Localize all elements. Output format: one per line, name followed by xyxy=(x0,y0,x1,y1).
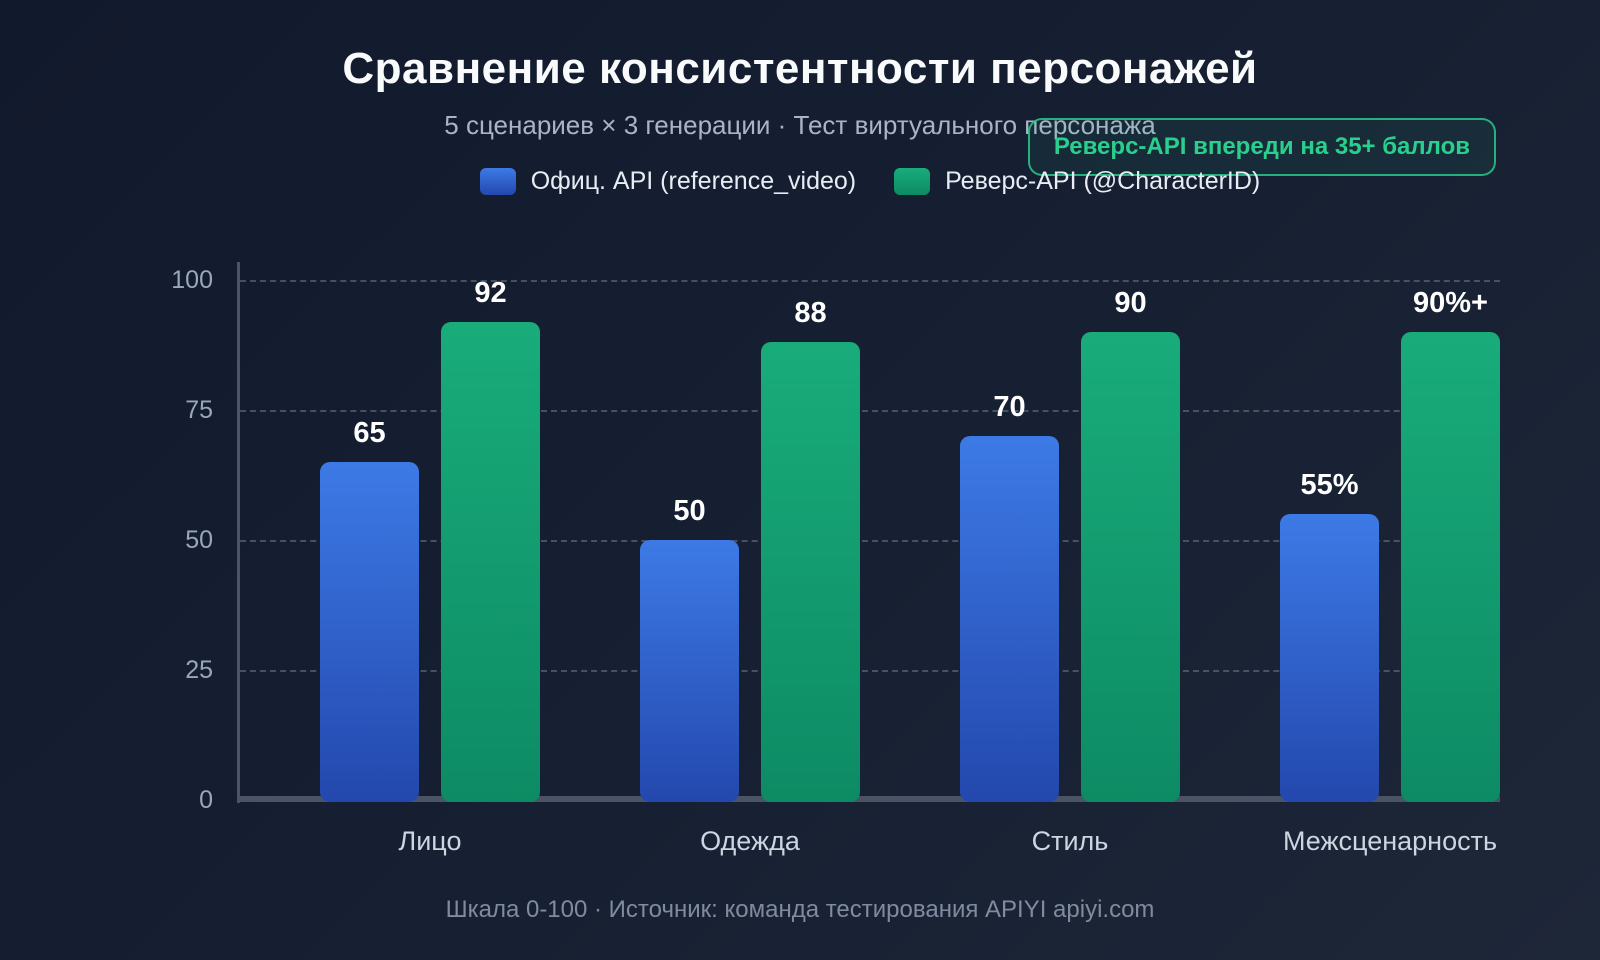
legend: Офиц. API (reference_video) Реверс-API (… xyxy=(70,167,1600,196)
x-category-label-Стиль: Стиль xyxy=(1031,826,1109,856)
bar-series0-Стиль xyxy=(960,436,1059,802)
bar-value-series1-Стиль: 90 xyxy=(1114,287,1147,319)
legend-swatch-official-api xyxy=(479,168,516,195)
y-tick-label-75: 75 xyxy=(185,396,213,424)
y-tick-label-50: 50 xyxy=(185,526,213,554)
chart-title: Сравнение консистентности персонажей xyxy=(342,44,1258,93)
plot-area: 100 75 50 25 0 65 50 70 55% 92 88 90 90%+ Лицо Одежда С… xyxy=(171,262,1500,856)
bar-series1-Стиль xyxy=(1081,332,1180,802)
x-category-label-Лицо: Лицо xyxy=(398,826,462,856)
highlight-badge: Реверс-API впереди на 35+ баллов xyxy=(1027,118,1496,176)
y-tick-label-0: 0 xyxy=(199,786,213,814)
y-tick-label-25: 25 xyxy=(185,656,213,684)
bar-value-series0-Одежда: 50 xyxy=(673,495,706,527)
bar-series0-Лицо xyxy=(320,462,419,802)
legend-label-official-api: Офиц. API (reference_video) xyxy=(530,167,857,195)
legend-item-official-api: Офиц. API (reference_video) xyxy=(479,167,857,196)
bar-series0-Межсценарность xyxy=(1280,514,1379,802)
bar-value-series1-Лицо: 92 xyxy=(474,276,507,309)
y-axis-line xyxy=(237,262,240,803)
x-axis-line xyxy=(237,796,1500,802)
bar-series1-Межсценарность xyxy=(1401,332,1500,802)
legend-swatch-reverse-api xyxy=(894,168,931,195)
bar-value-series1-Межсценарность: 90%+ xyxy=(1413,287,1488,319)
bar-value-series0-Стиль: 70 xyxy=(993,391,1026,423)
x-category-label-Межсценарность: Межсценарность xyxy=(1282,826,1498,856)
bar-series0-Одежда xyxy=(640,540,739,802)
bar-value-series1-Одежда: 88 xyxy=(794,297,827,330)
gridline-y-100 xyxy=(240,280,1500,282)
x-category-label-Одежда: Одежда xyxy=(700,826,800,856)
gridline-y-25 xyxy=(240,670,1500,672)
y-tick-label-100: 100 xyxy=(171,266,213,294)
bar-series1-Одежда xyxy=(761,342,860,802)
bar-series1-Лицо xyxy=(441,321,540,802)
legend-item-reverse-api: Реверс-API (@CharacterID) xyxy=(894,167,1260,196)
gridline-y-50 xyxy=(240,540,1500,542)
source-note: Шкала 0-100 · Источник: команда тестиров… xyxy=(445,896,1155,923)
gridline-y-75 xyxy=(240,410,1500,412)
bar-value-series0-Лицо: 65 xyxy=(353,417,386,449)
legend-label-reverse-api: Реверс-API (@CharacterID) xyxy=(945,167,1261,195)
bar-value-series0-Межсценарность: 55% xyxy=(1300,469,1359,501)
